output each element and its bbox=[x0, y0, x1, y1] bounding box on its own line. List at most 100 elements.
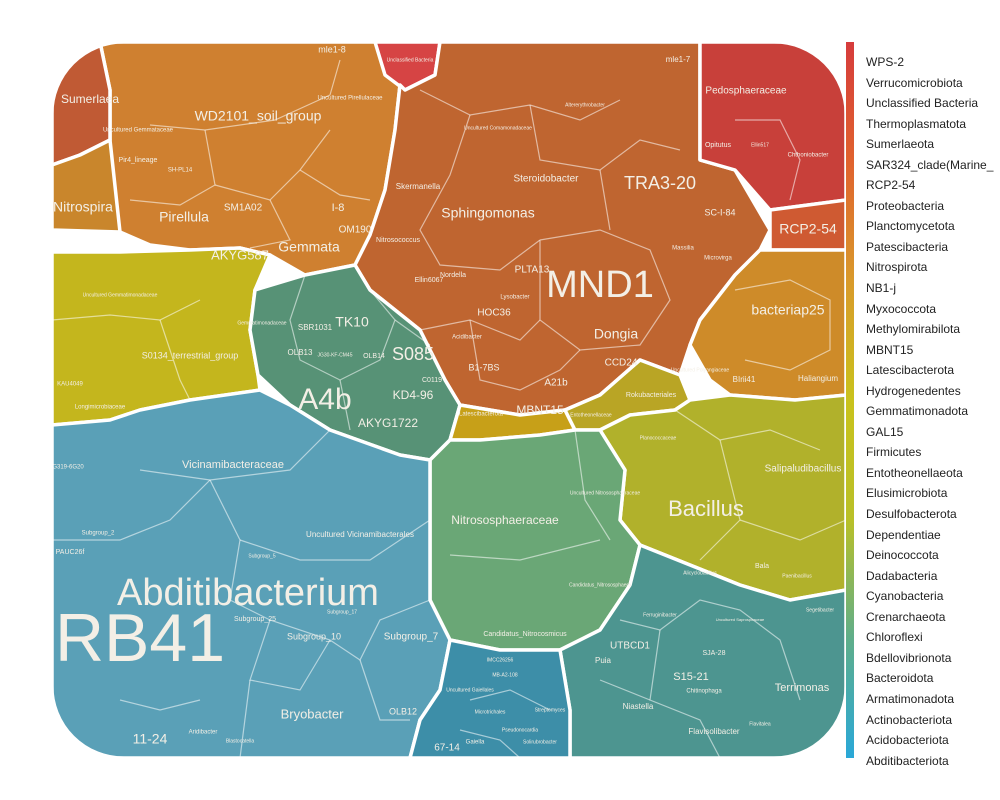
label-ellin6067: Ellin6067 bbox=[415, 277, 444, 284]
inner-boundary bbox=[735, 119, 801, 201]
label-utbcd1: UTBCD1 bbox=[610, 641, 650, 652]
label-abditibacterium: Abditibacterium bbox=[117, 572, 379, 614]
region-rcp2-54 bbox=[768, 198, 846, 252]
legend-item: SAR324_clade(Marine_ bbox=[866, 157, 994, 172]
label-uncultured-gemmatimonadaceae: Uncultured Gemmatimonadaceae bbox=[83, 292, 158, 298]
inner-boundary bbox=[619, 599, 801, 701]
label-acidibacter: Acidibacter bbox=[452, 335, 482, 341]
inner-boundary bbox=[574, 429, 611, 541]
label-pauc26f: PAUC26f bbox=[56, 549, 85, 556]
label-birii41: BIrii41 bbox=[733, 375, 756, 384]
label-nitrosococcus: Nitrosococcus bbox=[376, 237, 420, 244]
label-bala: Bala bbox=[755, 563, 769, 570]
label-altererythrobacter: Altererythrobacter bbox=[565, 102, 605, 108]
label-uncultured-gaiellales: Uncultured Gaiellales bbox=[446, 687, 494, 693]
inner-cell-boundaries bbox=[52, 59, 846, 758]
label-candidatus-nitrososphaera: Candidatus_Nitrososphaera bbox=[569, 582, 631, 588]
label-wd2101-soil-group: WD2101_soil_group bbox=[195, 108, 322, 124]
legend-item: NB1-j bbox=[866, 281, 897, 296]
label-subgroup-10: Subgroup_10 bbox=[287, 631, 341, 641]
legend-item: Unclassified Bacteria bbox=[866, 96, 979, 111]
label-lysobacter: Lysobacter bbox=[500, 295, 529, 301]
label-gemmata: Gemmata bbox=[278, 239, 340, 255]
inner-boundary bbox=[239, 679, 251, 758]
label-chthoniobacter: Chthoniobacter bbox=[788, 153, 829, 159]
label-microtrichales: Microtrichales bbox=[475, 709, 506, 715]
legend-item: Sumerlaeota bbox=[866, 137, 935, 152]
legend-item: Chloroflexi bbox=[866, 630, 923, 645]
legend-item: Desulfobacterota bbox=[866, 507, 957, 522]
label-haliangium: Haliangium bbox=[798, 374, 838, 383]
label-opitutus: Opitutus bbox=[705, 142, 732, 149]
label-b1-7bs: B1-7BS bbox=[468, 362, 499, 372]
label-sphingomonas: Sphingomonas bbox=[441, 205, 534, 221]
legend-item: Bdellovibrionota bbox=[866, 650, 952, 665]
label-nitrospira: Nitrospira bbox=[53, 199, 113, 215]
legend-item: Elusimicrobiota bbox=[866, 486, 948, 501]
label-alicyclobacillus: Alicyclobacillus bbox=[683, 570, 717, 576]
label-a21b: A21b bbox=[544, 378, 568, 389]
label-pir4-lineage: Pir4_lineage bbox=[119, 157, 158, 164]
label-uncultured-comamonadaceae: Uncultured Comamonadaceae bbox=[464, 125, 532, 131]
inner-boundary bbox=[599, 169, 611, 231]
legend-item: Bacteroidota bbox=[866, 671, 934, 686]
label-s15-21: S15-21 bbox=[673, 671, 708, 683]
label-longimicrobiaceae: Longimicrobiaceae bbox=[75, 405, 126, 411]
label-tk10: TK10 bbox=[335, 314, 369, 330]
inner-boundary bbox=[419, 114, 541, 271]
label-mbnt15: MBNT15 bbox=[516, 403, 564, 417]
label-gaiella: Gaiella bbox=[466, 740, 485, 746]
inner-boundary bbox=[359, 659, 410, 721]
label-entotheonellaceae: Entotheonellaceae bbox=[570, 412, 612, 418]
legend: WPS-2 Verrucomicrobiota Unclassified Bacte… bbox=[866, 52, 1000, 771]
label-latescibacterota: Latescibacterota bbox=[459, 412, 504, 418]
label-mle1-8: mle1-8 bbox=[318, 44, 346, 54]
inner-boundary bbox=[419, 319, 541, 341]
label-ccd24: CCD24 bbox=[605, 358, 638, 369]
label-puia: Puia bbox=[595, 656, 612, 665]
inner-boundary bbox=[469, 689, 551, 711]
inner-boundary bbox=[734, 279, 831, 371]
inner-boundary bbox=[229, 599, 431, 661]
label-i-8: I-8 bbox=[332, 202, 345, 214]
inner-boundary bbox=[129, 129, 216, 206]
label-subgroup-5: Subgroup_5 bbox=[248, 553, 275, 559]
label-blastocatella: Blastocatella bbox=[226, 738, 255, 744]
legend-item: Thermoplasmatota bbox=[866, 116, 967, 131]
legend-item: Proteobacteria bbox=[866, 198, 945, 213]
inner-boundary bbox=[299, 169, 371, 201]
label-sja-28: SJA-28 bbox=[703, 650, 726, 657]
legend-color-scale bbox=[846, 42, 854, 758]
label-streptomyces: Streptomyces bbox=[535, 707, 566, 713]
inner-boundary bbox=[139, 429, 331, 481]
label-sbr1031: SBR1031 bbox=[298, 323, 333, 332]
label-rcp2-54: RCP2-54 bbox=[779, 221, 837, 237]
legend-item: Dadabacteria bbox=[866, 568, 938, 583]
label-sc-i-84: SC-I-84 bbox=[704, 207, 735, 217]
label-massilia: Massilia bbox=[672, 246, 694, 252]
label-terrimonas: Terrimonas bbox=[775, 682, 830, 694]
label-nitrososphaeraceae: Nitrososphaeraceae bbox=[451, 513, 559, 527]
label-dongia: Dongia bbox=[594, 326, 639, 342]
legend-item: GAL15 bbox=[866, 424, 904, 439]
label-uncultured-gemmataceae: Uncultured Gemmataceae bbox=[103, 128, 174, 134]
label-11-24: 11-24 bbox=[133, 731, 168, 747]
label-uncultured-vicinamibacterales: Uncultured Vicinamibacterales bbox=[306, 530, 414, 539]
label-unclassified-bacteria: Unclassified Bacteria bbox=[387, 57, 434, 63]
cell-labels: WD2101_soil_group Pirellula Gemmata AKYG… bbox=[52, 44, 841, 753]
label-ellin517: Ellin517 bbox=[751, 142, 769, 148]
region-myxococcota bbox=[688, 248, 846, 402]
label-rb41: RB41 bbox=[55, 600, 225, 676]
label-paenibacillus: Paenibacillus bbox=[782, 573, 812, 579]
label-gemmatimonadaceae: Gemmatimonadaceae bbox=[237, 320, 286, 326]
legend-item: Nitrospirota bbox=[866, 260, 928, 275]
label-subgroup-25: Subgroup_25 bbox=[234, 616, 276, 623]
label-g319-6g20: G319-6G20 bbox=[52, 465, 84, 471]
label-subgroup-2: Subgroup_2 bbox=[82, 531, 115, 537]
label-olb14: OLB14 bbox=[363, 353, 385, 360]
legend-item: Dependentiae bbox=[866, 527, 941, 542]
label-microvirga: Microvirga bbox=[704, 256, 732, 262]
inner-boundary bbox=[339, 379, 351, 431]
inner-boundary bbox=[539, 229, 671, 351]
legend-item: Patescibacteria bbox=[866, 239, 949, 254]
